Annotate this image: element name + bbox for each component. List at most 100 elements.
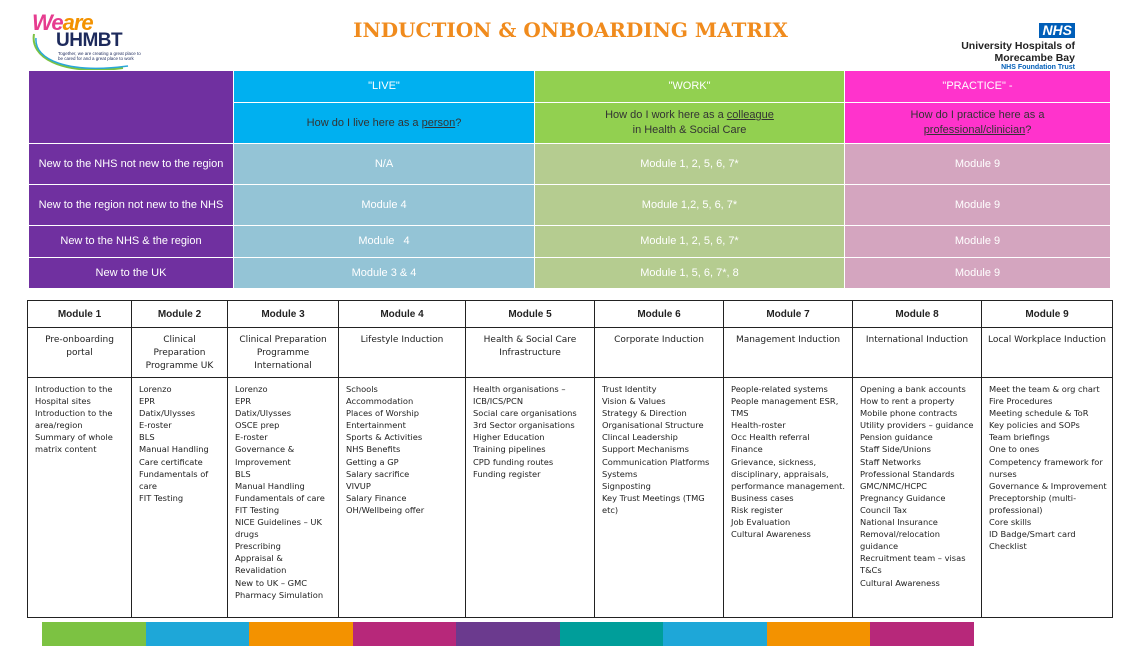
module-content-item: New to UK – GMC <box>235 577 308 588</box>
module-title: Module 9 <box>981 300 1113 328</box>
module-content-item: Training pipelines <box>473 444 546 455</box>
column-heading-work: "WORK" <box>534 70 845 103</box>
module-content-item: Core skills <box>989 517 1032 528</box>
module-content-item: Summary of whole matrix content <box>35 432 113 455</box>
module-content-item: NICE Guidelines – UK drugs <box>235 517 322 540</box>
module-title: Module 7 <box>723 300 853 328</box>
module-content-item: National Insurance <box>860 517 938 528</box>
module-content-item: Pharmacy Simulation <box>235 589 324 600</box>
cell-live: Module 4 <box>233 184 535 226</box>
module-content-item: Governance & Improvement <box>235 444 295 467</box>
matrix-corner-cell <box>28 70 234 144</box>
module-content-item: One to ones <box>989 444 1040 455</box>
module-content-list: Meet the team & org chart Fire Procedures… <box>981 377 1113 618</box>
module-content-item: Meeting schedule & ToR <box>989 408 1089 419</box>
module-content-item: Grievance, sickness, disciplinary, appra… <box>731 456 845 491</box>
cell-practice: Module 9 <box>844 143 1111 185</box>
row-label: New to the region not new to the NHS <box>28 184 234 226</box>
module-subtitle: Health & Social Care Infrastructure <box>465 327 595 378</box>
cell-live: N/A <box>233 143 535 185</box>
module-content-item: Staff Side/Unions <box>860 444 931 455</box>
module-content-item: People management ESR, TMS <box>731 396 839 419</box>
module-content-item: Entertainment <box>346 420 406 431</box>
module-content-item: Prescribing <box>235 541 281 552</box>
module-content-list: Schools Accommodation Places of Worship Ent… <box>338 377 466 618</box>
module-content-item: 3rd Sector organisations <box>473 420 575 431</box>
module-content-item: Fundamentals of care <box>139 468 209 491</box>
module-content-item: Pension guidance <box>860 432 933 443</box>
module-content-item: How to rent a property <box>860 396 955 407</box>
module-content-item: Finance <box>731 444 763 455</box>
footer-color-segment <box>456 622 560 646</box>
cell-live: Module 3 & 4 <box>233 257 535 289</box>
trust-name-line2: Morecambe Bay <box>994 52 1075 64</box>
module-content-item: Pregnancy Guidance <box>860 492 946 503</box>
module-content-item: Preceptorship (multi-professional) <box>989 492 1077 515</box>
module-content-item: Salary Finance <box>346 492 407 503</box>
module-content-item: Key policies and SOPs <box>989 420 1080 431</box>
module-subtitle: Corporate Induction <box>594 327 724 378</box>
module-content-item: Higher Education <box>473 432 545 443</box>
module-content-item: Introduction to the Hospital sites <box>35 384 113 407</box>
module-subtitle: Management Induction <box>723 327 853 378</box>
module-subtitle: Lifestyle Induction <box>338 327 466 378</box>
logo-tagline: Together, we are creating a great place … <box>58 51 141 61</box>
module-content-item: Removal/relocation guidance <box>860 529 941 552</box>
module-content-list: Introduction to the Hospital sites Introd… <box>27 377 132 618</box>
cell-practice: Module 9 <box>844 184 1111 226</box>
footer-color-segment <box>766 622 870 646</box>
module-content-item: Signposting <box>602 480 651 491</box>
module-subtitle: International Induction <box>852 327 982 378</box>
module-content-item: Job Evaluation <box>731 517 791 528</box>
module-content-item: Checklist <box>989 541 1027 552</box>
cell-practice: Module 9 <box>844 225 1111 258</box>
trust-name-line3: NHS Foundation Trust <box>1001 64 1075 71</box>
module-content-item: Meet the team & org chart <box>989 384 1100 394</box>
module-content-item: Getting a GP <box>346 456 399 467</box>
cell-work: Module 1, 2, 5, 6, 7* <box>534 225 845 258</box>
module-content-item: Fundamentals of care <box>235 492 325 503</box>
module-content-item: Organisational Structure <box>602 420 704 431</box>
module-content-item: Funding register <box>473 468 541 479</box>
nhs-trust-logo: NHS University Hospitals of Morecambe Ba… <box>961 22 1075 72</box>
module-content-item: Vision & Values <box>602 396 666 407</box>
module-content-item: Schools <box>346 384 378 394</box>
footer-color-segment <box>249 622 353 646</box>
module-subtitle: Clinical Preparation Programme UK <box>131 327 228 378</box>
logo-uhmbt-text: UHMBT <box>56 30 123 51</box>
module-content-item: Health organisations – <box>473 384 566 394</box>
cell-practice: Module 9 <box>844 257 1111 289</box>
footer-color-segment <box>42 622 146 646</box>
module-content-list: Opening a bank accounts How to rent a pro… <box>852 377 982 618</box>
module-content-item: Professional Standards <box>860 468 955 479</box>
logo-we-are-text: Weare <box>32 10 94 35</box>
module-content-item: VIVUP <box>346 480 371 491</box>
module-content-item: Business cases <box>731 492 794 503</box>
module-content-item: Manual Handling <box>235 480 305 491</box>
module-content-item: Places of Worship <box>346 408 420 419</box>
column-heading-live: "LIVE" <box>233 70 535 103</box>
module-content-item: Appraisal & Revalidation <box>235 553 287 576</box>
question-practice: How do I practice here as a professional/… <box>844 102 1111 144</box>
module-content-item: Governance & Improvement <box>989 480 1107 491</box>
module-content-item: Strategy & Direction <box>602 408 687 419</box>
module-content-item: Accommodation <box>346 396 414 407</box>
footer-color-segment <box>663 622 767 646</box>
module-title: Module 5 <box>465 300 595 328</box>
cell-live: Module 4 <box>233 225 535 258</box>
module-content-item: Recruitment team – visas T&Cs <box>860 553 966 576</box>
module-content-item: FIT Testing <box>139 492 184 503</box>
module-content-item: Mobile phone contracts <box>860 408 958 419</box>
trust-name-line1: University Hospitals of <box>961 40 1075 52</box>
module-content-item: Datix/Ulysses <box>139 408 196 419</box>
module-content-item: Cultural Awareness <box>731 529 811 540</box>
module-content-item: Key Trust Meetings (TMG etc) <box>602 492 705 515</box>
module-content-item: E-roster <box>139 420 172 431</box>
module-content-item: Lorenzo <box>235 384 268 394</box>
module-content-item: ID Badge/Smart card <box>989 529 1076 540</box>
module-content-item: NHS Benefits <box>346 444 401 455</box>
footer-color-segment <box>145 622 249 646</box>
module-content-item: Utility providers – guidance <box>860 420 974 431</box>
module-content-item: Council Tax <box>860 504 907 515</box>
module-content-item: Sports & Activities <box>346 432 423 443</box>
